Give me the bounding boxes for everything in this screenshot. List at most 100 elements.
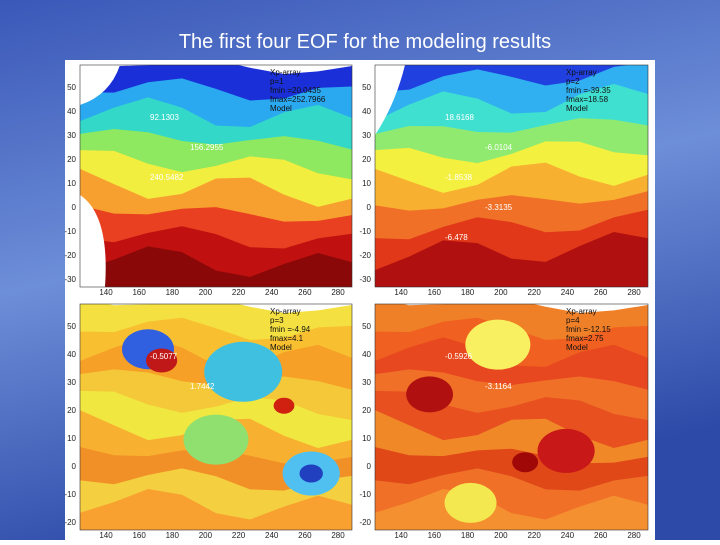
info-line: fmin =-4.94	[270, 325, 311, 334]
contour-blob	[273, 397, 295, 414]
y-tick-label: 50	[67, 322, 76, 331]
x-tick-label: 220	[527, 531, 541, 540]
y-tick-label: 40	[67, 107, 76, 116]
x-tick-label: 240	[265, 531, 279, 540]
contour-blob	[299, 464, 323, 483]
land	[80, 195, 106, 287]
y-tick-label: 20	[362, 155, 371, 164]
info-line: p=3	[270, 316, 284, 325]
contour-label: -1.8538	[445, 173, 473, 182]
x-tick-label: 240	[561, 531, 575, 540]
x-tick-label: 220	[527, 288, 541, 297]
contour-blob	[183, 414, 249, 465]
info-line: fmin =-12.15	[566, 325, 611, 334]
info-line: p=4	[566, 316, 580, 325]
map-panel: 50 40 30 20 10 0 -10 -20 -30 140 160 180 200 220 240 26…	[359, 64, 649, 297]
y-tick-label: 50	[362, 322, 371, 331]
info-line: p=2	[566, 77, 580, 86]
contour-band	[80, 246, 352, 287]
map-frame	[79, 303, 353, 531]
x-tick-label: 260	[298, 288, 312, 297]
info-line: fmin =-39.35	[566, 86, 611, 95]
info-line: p=1	[270, 77, 284, 86]
map-body	[375, 65, 648, 287]
y-tick-label: 20	[67, 155, 76, 164]
contour-label: -6.478	[445, 233, 468, 242]
map-body	[375, 304, 648, 530]
y-tick-label: 40	[362, 350, 371, 359]
contour-label: 18.6168	[445, 113, 474, 122]
slide-title: The first four EOF for the modeling resu…	[179, 31, 551, 53]
y-tick-label: 40	[362, 107, 371, 116]
y-tick-label: 30	[67, 131, 76, 140]
y-tick-label: 50	[67, 83, 76, 92]
x-tick-label: 160	[428, 288, 442, 297]
info-line: fmax=4.1	[270, 334, 304, 343]
x-tick-label: 140	[99, 288, 113, 297]
x-tick-label: 280	[331, 531, 345, 540]
x-tick-label: 180	[166, 531, 180, 540]
y-tick-label: -20	[64, 518, 76, 527]
info-line: fmax=2.75	[566, 334, 604, 343]
y-tick-label: -20	[64, 251, 76, 260]
y-tick-label: -10	[64, 490, 76, 499]
x-tick-label: 140	[99, 531, 113, 540]
info-line: Xp-array	[566, 68, 597, 77]
y-tick-label: 30	[362, 131, 371, 140]
contour-label: 156.2955	[190, 143, 224, 152]
map-body	[80, 304, 352, 530]
land	[375, 65, 405, 135]
y-tick-label: 30	[67, 378, 76, 387]
x-tick-label: 220	[232, 531, 246, 540]
y-tick-label: 40	[67, 350, 76, 359]
map-panel: 50 40 30 20 10 0 -10 -20 -30 140 160 180 200 220 240 26…	[64, 64, 353, 297]
y-tick-label: -20	[359, 251, 371, 260]
x-tick-label: 160	[132, 531, 146, 540]
map-panel: 50 40 30 20 10 0 -10 -20 140 160 180 200 220 240 260 28…	[64, 303, 353, 540]
info-line: Model	[566, 104, 588, 113]
map-frame	[79, 64, 353, 288]
contour-label: 1.7442	[190, 382, 215, 391]
contour-blob	[444, 482, 497, 523]
x-tick-label: 260	[594, 531, 608, 540]
map-frame	[374, 303, 649, 531]
x-tick-label: 280	[331, 288, 345, 297]
contour-blob	[406, 376, 453, 413]
x-tick-label: 200	[494, 288, 508, 297]
land	[80, 65, 120, 105]
info-line: Model	[566, 343, 588, 352]
x-tick-label: 200	[199, 288, 213, 297]
y-tick-label: 10	[362, 434, 371, 443]
info-line: Xp-array	[566, 307, 597, 316]
contour-label: -0.5926	[445, 352, 473, 361]
x-tick-label: 220	[232, 288, 246, 297]
contour-label: -0.5077	[150, 352, 178, 361]
x-tick-label: 200	[494, 531, 508, 540]
contour-label: -6.0104	[485, 143, 513, 152]
map-frame	[374, 64, 649, 288]
contour-band	[375, 488, 648, 530]
x-tick-label: 160	[132, 288, 146, 297]
y-tick-label: 10	[362, 179, 371, 188]
y-tick-label: -20	[359, 518, 371, 527]
y-tick-label: 10	[67, 434, 76, 443]
contour-blob	[512, 452, 539, 473]
y-tick-label: 0	[367, 203, 372, 212]
info-line: fmax=18.58	[566, 95, 609, 104]
x-tick-label: 140	[394, 531, 408, 540]
x-tick-label: 180	[166, 288, 180, 297]
x-tick-label: 280	[627, 531, 641, 540]
contour-label: 240.5482	[150, 173, 184, 182]
y-tick-label: -10	[359, 227, 371, 236]
x-tick-label: 240	[561, 288, 575, 297]
contour-band	[375, 232, 648, 287]
x-tick-label: 140	[394, 288, 408, 297]
contour-blob	[465, 319, 531, 370]
y-tick-label: -30	[359, 275, 371, 284]
y-tick-label: -10	[64, 227, 76, 236]
y-tick-label: 0	[72, 462, 77, 471]
x-tick-label: 240	[265, 288, 279, 297]
y-tick-label: -10	[359, 490, 371, 499]
x-tick-label: 180	[461, 531, 475, 540]
